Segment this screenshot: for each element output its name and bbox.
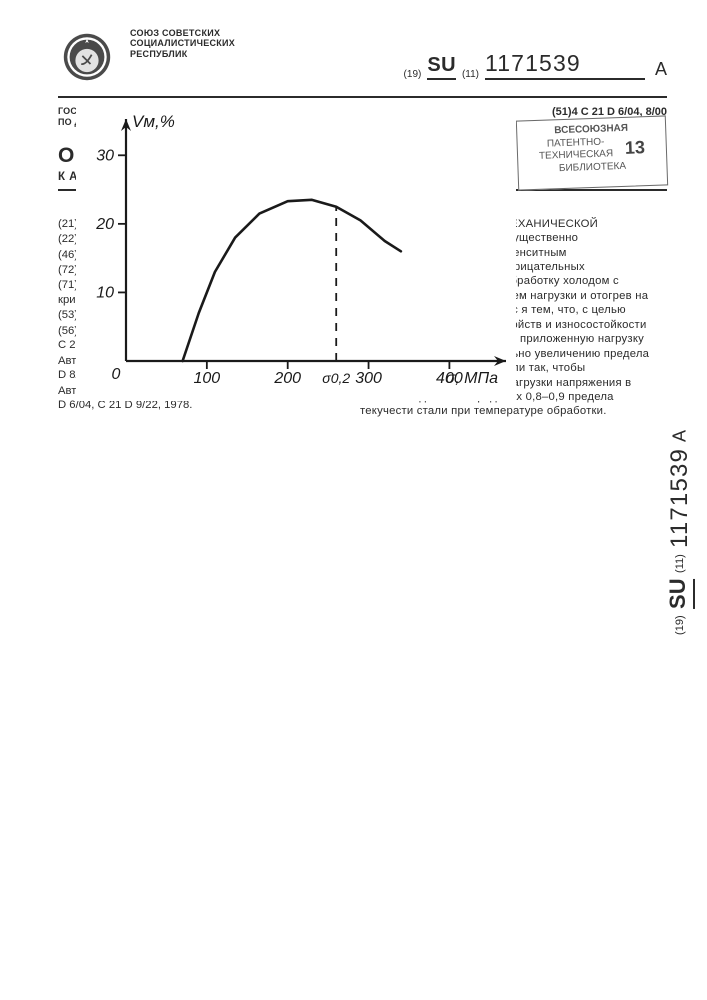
- svg-text:σ, МПа: σ, МПа: [446, 370, 498, 387]
- library-stamp: ВСЕСОЮЗНАЯ ПАТЕНТНО- ТЕХНИЧЕСКАЯ 13 БИБЛ…: [516, 115, 668, 190]
- field-11-label: (11): [462, 69, 479, 80]
- country-code: SU: [427, 54, 456, 80]
- publication-ids: (19) SU (11) 1171539 A: [404, 28, 667, 80]
- kind-code: A: [655, 59, 667, 80]
- union-line: РЕСПУБЛИК: [130, 49, 390, 59]
- field-19-label: (19): [404, 69, 422, 80]
- stamp-number: 13: [624, 136, 645, 159]
- svg-text:0: 0: [112, 366, 121, 383]
- top-row: СОЮЗ СОВЕТСКИХ СОЦИАЛИСТИЧЕСКИХ РЕСПУБЛИ…: [58, 28, 667, 86]
- side-su: SU: [665, 579, 695, 610]
- ussr-emblem-icon: [58, 28, 116, 86]
- svg-text:σ0,2: σ0,2: [322, 370, 350, 386]
- union-line: СОЮЗ СОВЕТСКИХ: [130, 28, 390, 38]
- svg-text:20: 20: [95, 216, 114, 233]
- union-line: СОЦИАЛИСТИЧЕСКИХ: [130, 38, 390, 48]
- document-number: 1171539: [485, 50, 645, 80]
- svg-text:200: 200: [273, 370, 301, 387]
- side-19: (19): [674, 615, 686, 635]
- svg-text:100: 100: [193, 370, 220, 387]
- svg-text:10: 10: [96, 284, 114, 301]
- page-root: СОЮЗ СОВЕТСКИХ СОЦИАЛИСТИЧЕСКИХ РЕСПУБЛИ…: [0, 0, 707, 439]
- ipc-label: (51)4: [552, 106, 578, 118]
- svg-text:Vм,%: Vм,%: [132, 112, 175, 131]
- side-publication-id: (19) SU (11) 1171539 A: [665, 430, 695, 635]
- svg-text:300: 300: [355, 370, 382, 387]
- side-11: (11): [674, 554, 686, 573]
- yield-chart: 1020300100200300400σ0,2Vм,%σ, МПа: [76, 101, 516, 401]
- side-number: 1171539: [666, 448, 694, 548]
- svg-text:30: 30: [96, 147, 114, 164]
- union-text-block: СОЮЗ СОВЕТСКИХ СОЦИАЛИСТИЧЕСКИХ РЕСПУБЛИ…: [130, 28, 390, 59]
- horizontal-rule: [58, 96, 667, 98]
- side-kind: A: [670, 430, 691, 442]
